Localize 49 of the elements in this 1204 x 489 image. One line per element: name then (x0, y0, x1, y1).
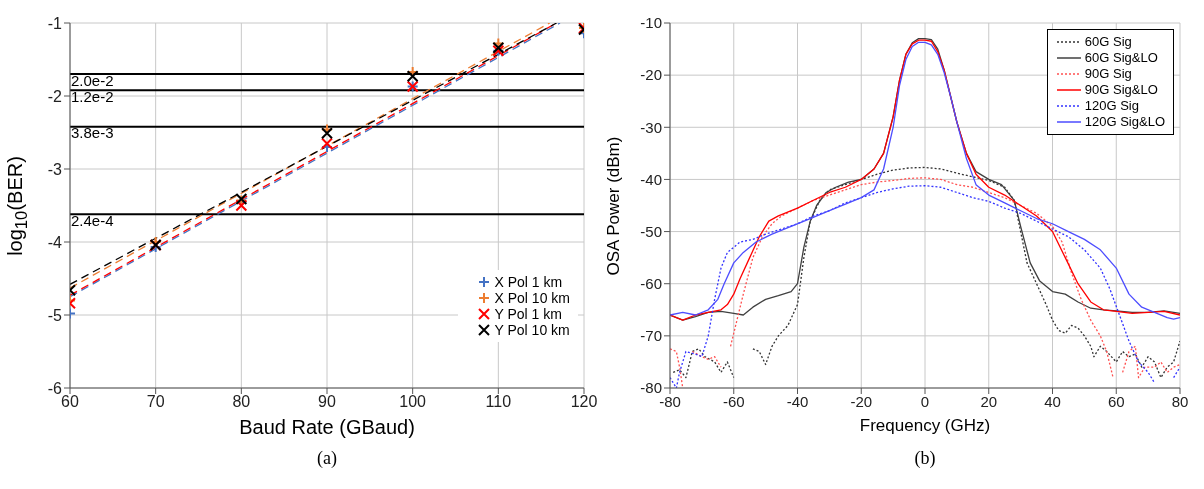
y-tick-label: -50 (640, 222, 662, 240)
y-tick-label: -80 (640, 379, 662, 397)
legend-label: 90G Sig&LO (1084, 81, 1158, 98)
y-tick-label: -6 (47, 379, 63, 397)
x-tick-label: 80 (232, 393, 251, 411)
y-tick-label: -5 (47, 306, 63, 324)
x-axis-title: Frequency (GHz) (858, 416, 992, 436)
legend-label: X Pol 1 km (494, 274, 563, 291)
ref-line-label: 2.4e-4 (71, 211, 114, 229)
x-tick-label: 20 (980, 392, 998, 410)
legend-label: 90G Sig (1084, 65, 1132, 82)
y-tick-label: -40 (640, 170, 662, 188)
x-tick-label: 60 (61, 393, 79, 411)
y-tick-label: -20 (640, 66, 662, 84)
x-tick-label: 80 (1171, 392, 1189, 410)
y-tick-label: -70 (640, 327, 662, 345)
y-tick-label: -1 (47, 14, 63, 32)
text: (b) (913, 448, 937, 469)
text: (a) (316, 448, 338, 469)
x-tick-label: 60 (1107, 392, 1125, 410)
ref-line-label: 2.0e-2 (71, 71, 114, 89)
x-tick-label: -60 (722, 392, 745, 410)
x-tick-label: 120 (570, 393, 598, 411)
y-tick-label: -3 (47, 160, 63, 178)
y-tick-label: -30 (640, 118, 662, 136)
x-tick-label: -20 (850, 392, 873, 410)
legend-label: 60G Sig (1084, 33, 1132, 50)
x-tick-label: 100 (399, 393, 427, 411)
legend-label: X Pol 10 km (494, 290, 570, 307)
x-tick-label: 70 (146, 393, 165, 411)
x-axis-title: Baud Rate (GBaud) (238, 416, 416, 439)
y-axis-title: OSA Power (dBm) (604, 136, 624, 275)
y-tick-label: -2 (47, 87, 63, 105)
x-tick-label: 40 (1044, 392, 1061, 410)
legend-label: 120G Sig&LO (1084, 113, 1165, 130)
x-tick-label: 110 (485, 393, 512, 411)
y-tick-label: -4 (47, 233, 63, 251)
legend-label: 120G Sig (1084, 97, 1139, 114)
x-tick-label: 90 (318, 393, 336, 411)
ref-line-label: 3.8e-3 (71, 124, 114, 142)
x-tick-label: 0 (920, 392, 930, 410)
x-tick-label: -80 (659, 392, 681, 410)
y-tick-label: -10 (640, 14, 662, 32)
ref-line-label: 1.2e-2 (71, 87, 114, 105)
legend-label: Y Pol 1 km (494, 306, 562, 323)
y-tick-label: -60 (640, 275, 662, 293)
x-tick-label: -40 (786, 392, 809, 410)
legend-label: 60G Sig&LO (1084, 49, 1158, 66)
legend-label: Y Pol 10 km (494, 322, 570, 339)
